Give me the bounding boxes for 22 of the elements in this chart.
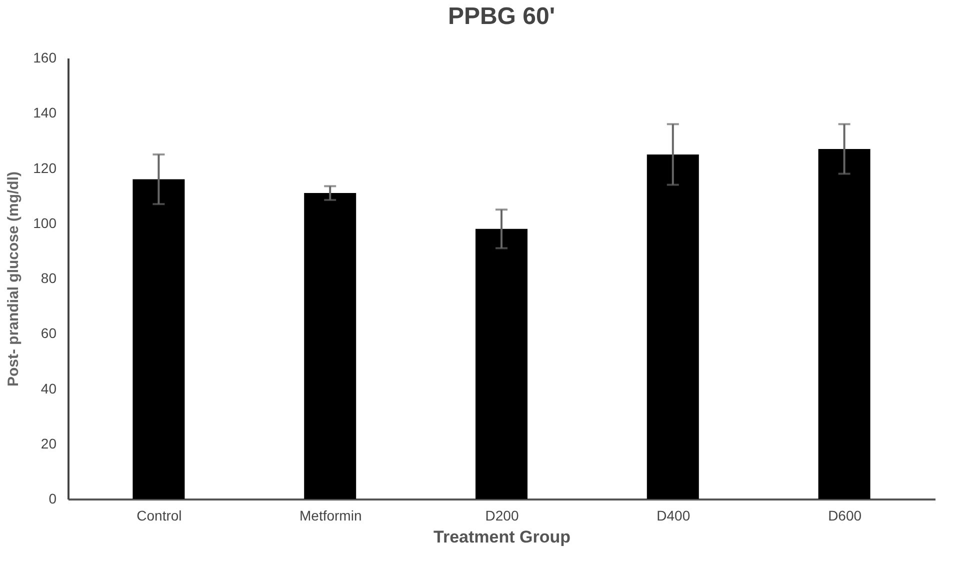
x-tick-label: Control	[136, 508, 182, 524]
y-tick-label: 160	[33, 50, 57, 66]
x-tick-label: D400	[656, 508, 690, 524]
bar	[304, 193, 356, 499]
y-tick-label: 120	[33, 160, 57, 176]
x-tick-label: D600	[828, 508, 862, 524]
y-axis-title: Post- prandial glucose (mg/dl)	[5, 171, 22, 387]
y-tick-label: 60	[40, 325, 57, 342]
x-tick-label: Metformin	[299, 508, 362, 524]
bar	[476, 228, 528, 499]
chart-title: PPBG 60'	[448, 3, 556, 30]
x-tick-label: D200	[485, 508, 519, 524]
y-tick-label: 100	[33, 214, 57, 231]
bar	[818, 148, 870, 499]
bar	[132, 179, 185, 499]
y-tick-label: 20	[40, 435, 57, 452]
y-tick-label: 40	[40, 380, 57, 396]
y-tick-label: 80	[40, 270, 57, 286]
y-tick-label: 0	[48, 490, 57, 506]
y-tick-label: 140	[33, 104, 57, 121]
x-axis-title: Treatment Group	[434, 528, 570, 546]
bar	[646, 154, 699, 499]
